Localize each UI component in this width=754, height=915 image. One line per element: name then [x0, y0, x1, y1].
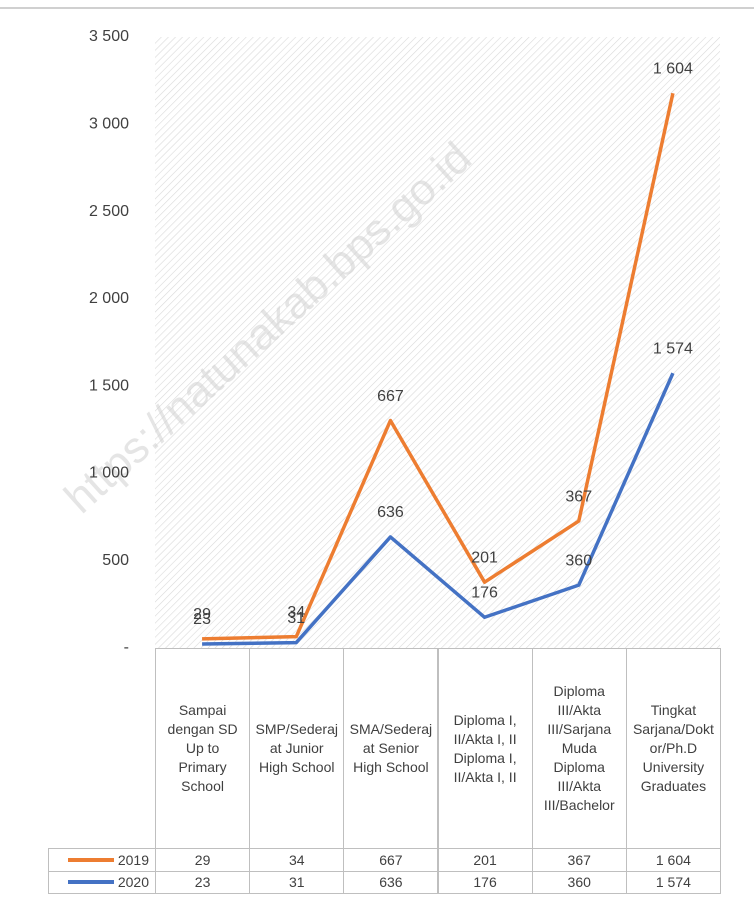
table-value: 23 [155, 870, 251, 894]
category-label: Diploma I, II/Akta I, II Diploma I, II/A… [437, 648, 533, 849]
data-label: 1 604 [653, 60, 693, 77]
table-value: 34 [249, 848, 345, 872]
category-label: Tingkat Sarjana/Doktor/Ph.D University G… [625, 648, 721, 849]
table-value: 667 [343, 848, 439, 872]
category-label: SMA/Sederajat Senior High School [343, 648, 439, 849]
y-tick-label: 3 000 [89, 116, 129, 133]
data-label: 667 [377, 388, 404, 405]
table-value: 1 574 [625, 870, 721, 894]
y-tick-label: 1 500 [89, 377, 129, 394]
data-label: 34 [287, 604, 305, 621]
table-value: 367 [531, 848, 627, 872]
table-value: 31 [249, 870, 345, 894]
data-label: 367 [565, 488, 592, 505]
y-tick-label: 1 000 [89, 465, 129, 482]
table-value: 176 [437, 870, 533, 894]
table-value: 360 [531, 870, 627, 894]
y-tick-label: 500 [102, 552, 129, 569]
legend-swatch [67, 857, 114, 862]
y-tick-label: 2 000 [89, 290, 129, 307]
data-label: 1 574 [653, 340, 693, 357]
legend-label: 2020 [117, 874, 149, 891]
legend-entry: 2019 [48, 848, 156, 872]
plot-area [155, 37, 720, 648]
table-value: 29 [155, 848, 251, 872]
y-tick-label: - [124, 639, 129, 656]
category-label: Diploma III/Akta III/Sarjana Muda Diplom… [531, 648, 627, 849]
category-label: SMP/Sederajat Junior High School [249, 648, 345, 849]
data-label: 29 [193, 606, 211, 623]
data-label: 360 [565, 552, 592, 569]
table-value: 201 [437, 848, 533, 872]
data-label: 23 [193, 611, 211, 628]
category-label: Sampai dengan SD Up to Primary School [155, 648, 251, 849]
table-value: 636 [343, 870, 439, 894]
y-tick-label: 2 500 [89, 203, 129, 220]
data-label: 636 [377, 504, 404, 521]
data-label: 31 [287, 610, 305, 627]
legend-entry: 2020 [48, 870, 156, 894]
legend-label: 2019 [117, 851, 149, 868]
table-value: 1 604 [625, 848, 721, 872]
series-line [202, 92, 675, 641]
series-line [202, 372, 675, 646]
legend-swatch [67, 880, 114, 885]
data-label: 201 [471, 549, 498, 566]
data-label: 176 [471, 584, 498, 601]
y-tick-label: 3 500 [89, 28, 129, 45]
